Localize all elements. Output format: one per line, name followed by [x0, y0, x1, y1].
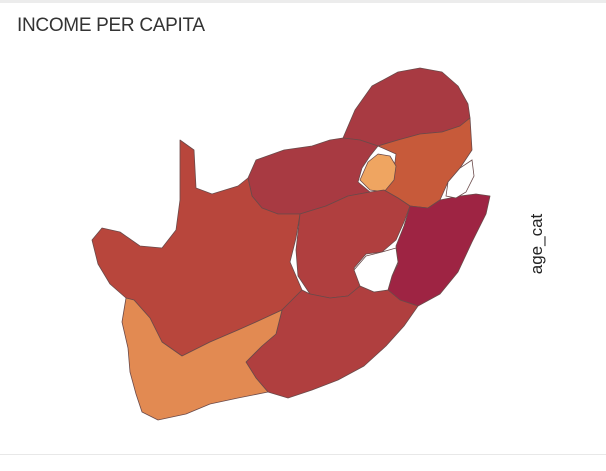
region-gauteng[interactable] [359, 153, 397, 193]
top-border [0, 0, 606, 3]
region-western-cape[interactable] [121, 297, 283, 421]
region-lesotho [353, 247, 399, 293]
bottom-border [0, 454, 606, 455]
region-swaziland [445, 159, 475, 199]
panel-title: INCOME PER CAPITA [17, 15, 205, 36]
legend-title: age_cat [527, 213, 546, 275]
